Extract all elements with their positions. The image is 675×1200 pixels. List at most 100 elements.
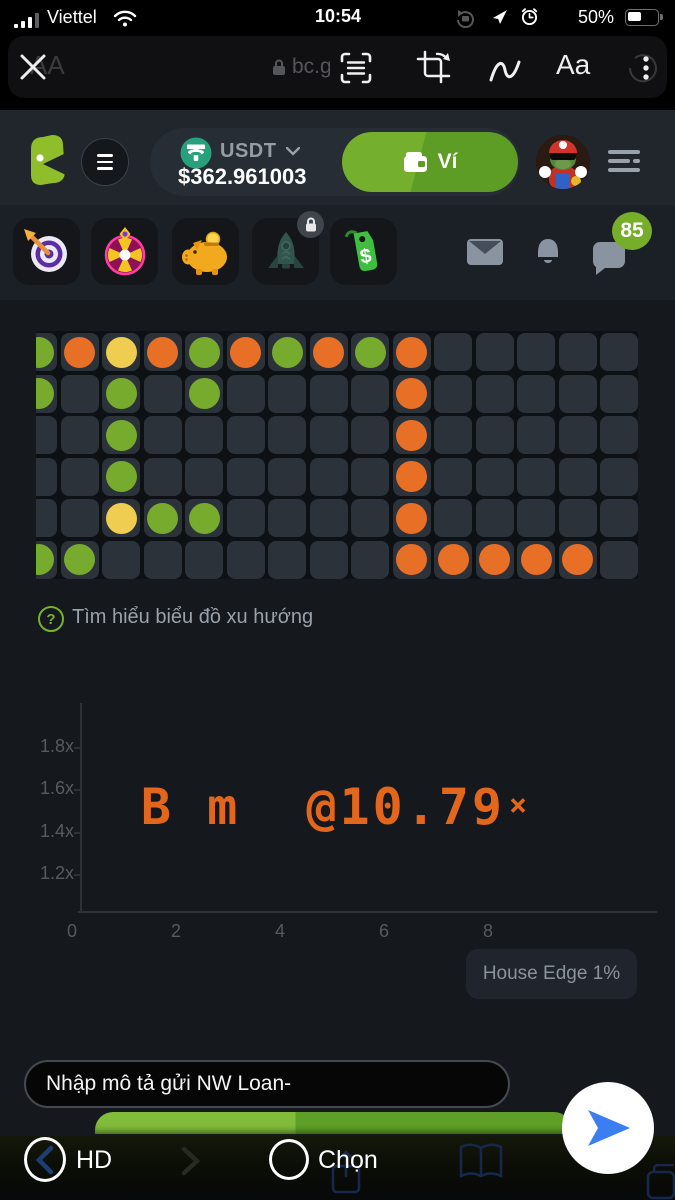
trend-cell: [351, 457, 389, 496]
trend-dot-orange: [396, 336, 427, 368]
trend-grid-wrap: [36, 331, 638, 579]
tile-piggy-bank[interactable]: [172, 218, 239, 285]
trend-cell: [475, 374, 514, 413]
trend-cell: [558, 540, 597, 579]
forward-chevron-icon[interactable]: [180, 1146, 202, 1176]
battery-icon: [625, 9, 659, 26]
trend-cell: [185, 416, 223, 454]
trend-cell: [392, 333, 431, 371]
trend-dot-green: [188, 502, 220, 534]
chevron-down-icon[interactable]: [286, 147, 300, 156]
notification-badge: 85: [612, 212, 652, 250]
trend-row: [36, 540, 638, 579]
share-icon[interactable]: [328, 1148, 364, 1196]
trend-dot-orange: [396, 461, 427, 492]
trend-dot-orange: [396, 544, 427, 575]
crop-rotate-icon[interactable]: [415, 50, 453, 86]
help-icon[interactable]: ?: [38, 606, 64, 632]
text-style-button[interactable]: Aa: [556, 49, 591, 80]
trend-cell: [434, 416, 472, 454]
trend-cell: [558, 457, 597, 496]
tile-dart-target[interactable]: [13, 218, 80, 285]
trend-cell: [36, 333, 57, 371]
clock-label: 10:54: [314, 6, 362, 26]
trend-dot-green: [188, 378, 220, 409]
trend-cell: [434, 457, 472, 496]
trend-cell: [143, 540, 182, 579]
trend-dot-green: [36, 378, 54, 409]
trend-cell: [434, 540, 472, 579]
bet-list-icon[interactable]: [606, 148, 642, 176]
lucky-wheel-icon: [104, 226, 145, 275]
trend-row: [36, 333, 638, 371]
trend-dot-orange: [562, 544, 593, 575]
trend-cell: [434, 333, 472, 371]
trend-cell: [558, 416, 597, 454]
menu-button[interactable]: [81, 138, 129, 186]
more-options-icon[interactable]: [626, 51, 660, 85]
trend-cell: [268, 499, 306, 537]
wallet-button[interactable]: Ví: [342, 132, 518, 192]
message-input[interactable]: Nhập mô tả gửi NW Loan-: [24, 1060, 510, 1108]
trend-cell: [309, 457, 348, 496]
trend-cell: [268, 374, 306, 413]
trend-cell: [60, 416, 99, 454]
trend-row: [36, 457, 638, 496]
trend-cell: [226, 333, 265, 371]
mail-icon[interactable]: [466, 238, 504, 266]
trend-cell: [309, 416, 348, 454]
piggy-bank-icon: [181, 231, 227, 275]
trend-row: [36, 499, 638, 537]
alarm-clock-icon: [521, 8, 538, 26]
y-tick-label: 1.2x: [39, 862, 74, 883]
trend-dot-yellow: [105, 502, 137, 534]
x-tick-label: 0: [66, 921, 77, 941]
trend-cell: [143, 333, 182, 371]
tile-lucky-wheel[interactable]: [91, 218, 158, 285]
trend-cell: [475, 540, 514, 579]
book-icon[interactable]: [458, 1140, 504, 1184]
draw-squiggle-icon[interactable]: [488, 58, 524, 84]
orientation-lock-icon: [457, 10, 474, 28]
trend-cell: [517, 457, 555, 496]
trend-cell: [600, 457, 638, 496]
trend-cell: [392, 499, 431, 537]
trend-cell: [268, 333, 306, 371]
trend-cell: [309, 540, 348, 579]
crash-message: B m @10.79 ×: [140, 778, 528, 836]
trend-help-link[interactable]: Tìm hiểu biểu đồ xu hướng: [72, 606, 314, 628]
dart-target-icon: [23, 228, 67, 272]
trend-dot-green: [36, 336, 54, 368]
trend-dot-green: [271, 336, 303, 368]
bcgame-logo[interactable]: [23, 131, 69, 187]
close-icon[interactable]: [18, 52, 48, 82]
trend-cell: [36, 457, 57, 496]
send-button[interactable]: [562, 1082, 654, 1174]
select-circle[interactable]: [269, 1139, 309, 1180]
hd-label[interactable]: HD: [76, 1146, 113, 1174]
chon-label[interactable]: Chọn: [318, 1146, 378, 1174]
currency-label[interactable]: USDT: [220, 140, 277, 162]
trend-cell: [102, 457, 140, 496]
tile-price-tag[interactable]: $: [330, 218, 397, 285]
back-button[interactable]: [24, 1137, 66, 1182]
bell-icon[interactable]: [532, 236, 564, 268]
wifi-icon: [113, 10, 137, 27]
y-tick-mark: [74, 789, 81, 792]
signal-strength-icon: [14, 13, 39, 28]
live-text-icon[interactable]: [330, 44, 382, 92]
tabs-icon[interactable]: [646, 1164, 675, 1200]
trend-cell: [143, 374, 182, 413]
trend-cell: [558, 333, 597, 371]
trend-dot-orange: [396, 378, 427, 409]
chat-icon[interactable]: [592, 240, 628, 276]
trend-cell: [226, 457, 265, 496]
trend-cell: [392, 374, 431, 413]
y-tick-mark: [74, 873, 81, 876]
trend-cell: [309, 499, 348, 537]
trend-cell: [36, 499, 57, 537]
avatar[interactable]: [536, 135, 590, 189]
trend-cell: [434, 374, 472, 413]
trend-cell: [392, 457, 431, 496]
